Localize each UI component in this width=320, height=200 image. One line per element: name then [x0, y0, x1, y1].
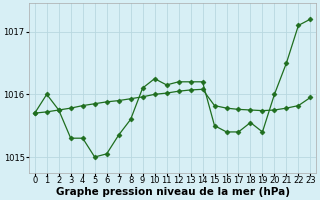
X-axis label: Graphe pression niveau de la mer (hPa): Graphe pression niveau de la mer (hPa) [56, 187, 290, 197]
